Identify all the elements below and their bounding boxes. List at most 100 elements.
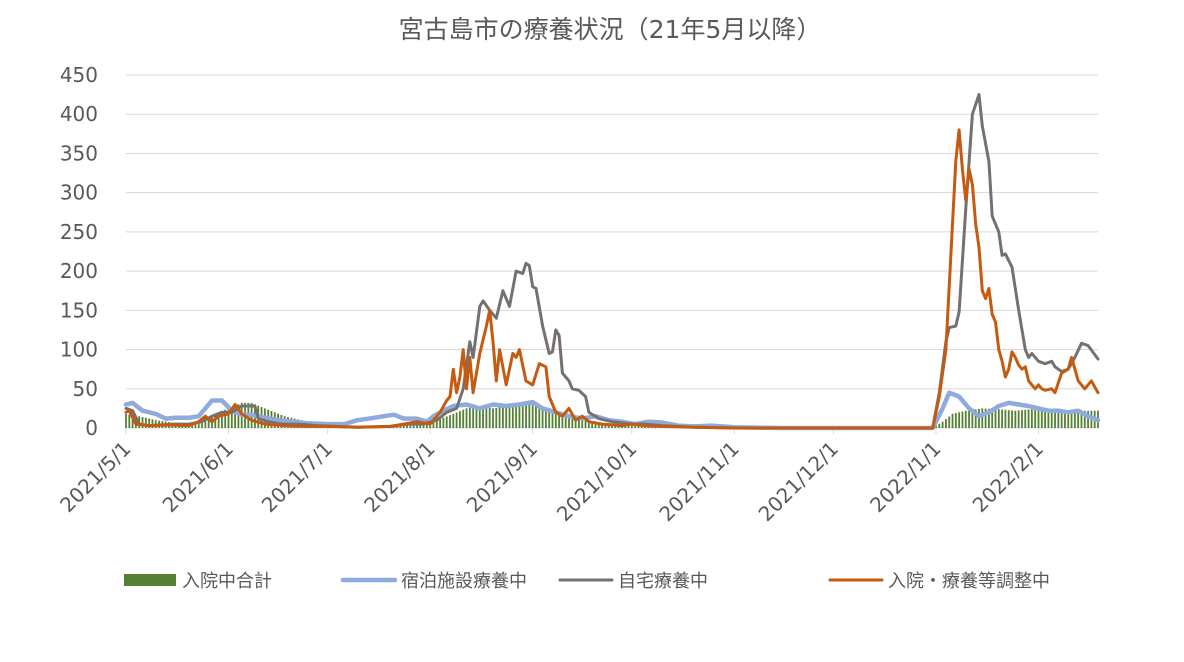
x-axis-ticks: 2021/5/1 2021/6/1 2021/7/1 2021/8/1 2021/9/1… (55, 428, 1048, 526)
bar-inpatient-total (984, 408, 987, 428)
bar-inpatient-total (597, 423, 600, 428)
bar-inpatient-total (528, 404, 531, 428)
bar-inpatient-total (449, 415, 451, 428)
bar-inpatient-total (958, 412, 961, 428)
bar-inpatient-total (544, 407, 547, 428)
bar-inpatient-total (1083, 410, 1086, 428)
y-tick-label: 50 (73, 377, 98, 401)
y-tick-label: 200 (60, 259, 98, 283)
bar-inpatient-total (601, 423, 603, 428)
bar-inpatient-total (227, 408, 230, 428)
bar-inpatient-total (627, 425, 630, 428)
bar-inpatient-total (501, 406, 504, 428)
bar-inpatient-total (591, 422, 594, 428)
x-tick-label: 2022/1/1 (865, 437, 945, 517)
bar-inpatient-total (515, 405, 518, 428)
bar-inpatient-total (409, 424, 412, 428)
bar-inpatient-total (558, 412, 561, 428)
bar-inpatient-total (1030, 409, 1033, 428)
bar-inpatient-total (1017, 410, 1020, 428)
bar-inpatient-total (234, 405, 237, 428)
x-tick-label: 2021/10/1 (552, 437, 641, 526)
bar-inpatient-total (607, 424, 610, 428)
bar-inpatient-total (564, 414, 567, 428)
bar-inpatient-total (151, 419, 154, 428)
bar-inpatient-total (568, 415, 570, 428)
bar-inpatient-total (452, 413, 455, 428)
bar-inpatient-total (144, 417, 147, 428)
bar-inpatient-total (964, 410, 967, 428)
bar-inpatient-total (1001, 409, 1004, 428)
bar-inpatient-total (981, 408, 984, 428)
bar-inpatient-total (412, 424, 415, 428)
bar-inpatient-total (584, 420, 587, 428)
bar-inpatient-total (217, 412, 220, 428)
bar-inpatient-total (535, 405, 537, 428)
grid-lines (126, 74, 1098, 429)
bar-inpatient-total (1047, 410, 1050, 428)
bar-inpatient-total (439, 418, 441, 428)
bar-inpatient-total (442, 417, 445, 428)
y-tick-label: 400 (60, 102, 98, 126)
bar-inpatient-total (518, 405, 521, 428)
bar-inpatient-total (237, 404, 240, 428)
bar-inpatient-total (630, 425, 633, 428)
bar-inpatient-total (561, 413, 564, 428)
x-tick-label: 2021/12/1 (754, 437, 843, 526)
bar-inpatient-total (508, 406, 511, 428)
line-series-1 (123, 390, 1101, 431)
chart-title: 宮古島市の療養状況（21年5月以降） (399, 15, 822, 44)
x-tick-label: 2021/8/1 (359, 437, 439, 517)
bar-inpatient-total (935, 425, 937, 428)
bar-inpatient-total (475, 406, 478, 428)
bar-inpatient-total (1004, 409, 1007, 428)
bar-inpatient-total (971, 409, 974, 428)
bar-inpatient-total (498, 407, 501, 428)
y-tick-label: 450 (60, 63, 98, 87)
bar-inpatient-total (521, 404, 524, 428)
bar-inpatient-total (207, 418, 210, 428)
bar-inpatient-total (141, 417, 144, 428)
bar-inpatient-total (462, 409, 465, 428)
bar-inpatient-total (987, 408, 990, 428)
bar-inpatient-total (571, 417, 574, 428)
bar-inpatient-total (948, 416, 951, 428)
bar-inpatient-total (1054, 411, 1056, 428)
bar-inpatient-total (945, 419, 947, 428)
bar-inpatient-total (941, 421, 944, 428)
bar-inpatient-total (224, 409, 227, 428)
x-tick-label: 2021/5/1 (55, 437, 135, 517)
bar-inpatient-total (1040, 409, 1043, 428)
x-tick-label: 2021/6/1 (158, 437, 238, 517)
bar-inpatient-total (511, 405, 514, 428)
bar-inpatient-total (611, 424, 613, 428)
bar-inpatient-total (1060, 411, 1063, 428)
bar-inpatient-total (495, 407, 498, 428)
bar-inpatient-total (432, 420, 435, 428)
legend-label: 宿泊施設療養中 (401, 571, 527, 592)
bar-inpatient-total (974, 409, 977, 428)
bar-inpatient-total (1034, 409, 1037, 428)
legend-label: 自宅療養中 (618, 571, 708, 592)
bar-inpatient-total (997, 409, 1000, 428)
bar-inpatient-total (1050, 410, 1053, 428)
bar-inpatient-total (194, 422, 197, 428)
legend-label: 入院中合計 (182, 571, 272, 592)
bar-inpatient-total (1064, 411, 1066, 428)
bar-inpatient-total (1007, 410, 1010, 428)
bar-inpatient-total (1077, 411, 1080, 428)
bar-inpatient-total (1037, 409, 1040, 428)
legend-label: 入院・療養等調整中 (888, 571, 1050, 592)
y-tick-label: 300 (60, 181, 98, 205)
x-tick-label: 2021/7/1 (257, 437, 337, 517)
bar-inpatient-total (1021, 410, 1023, 428)
bar-inpatient-total (538, 405, 541, 428)
y-tick-label: 100 (60, 338, 98, 362)
bar-inpatient-total (505, 406, 508, 428)
bar-inpatient-total (554, 410, 557, 428)
bar-inpatient-total (148, 418, 151, 428)
bar-inpatient-total (551, 409, 554, 428)
y-axis-ticks: 0 50 100 150 200 250 300 350 400 450 (60, 63, 98, 440)
bar-inpatient-total (951, 413, 954, 428)
